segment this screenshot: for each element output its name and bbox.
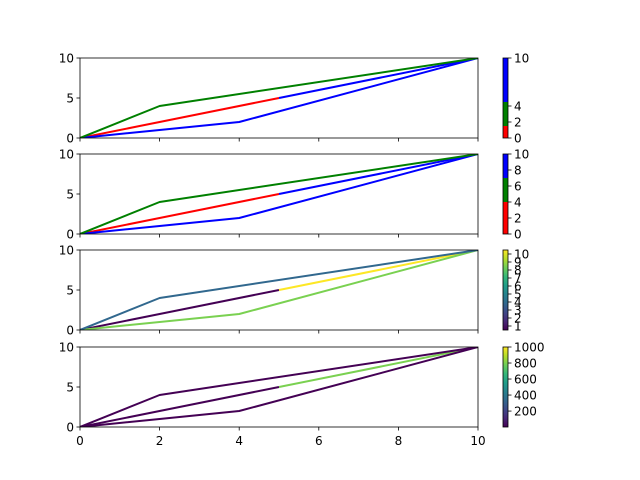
colorbar-tick-label: 10 bbox=[514, 247, 529, 261]
series-line-2 bbox=[278, 250, 478, 291]
colorbar-tick-label: 7 bbox=[514, 271, 522, 285]
series-line-3 bbox=[80, 58, 478, 138]
colorbar-tick-label: 2 bbox=[514, 211, 522, 225]
series-group bbox=[80, 58, 478, 138]
subplot-1: 0 5 10 0 2 4 10 bbox=[59, 51, 530, 145]
colorbar-segment-3 bbox=[503, 154, 508, 178]
colorbar-tick-label: 0 bbox=[514, 131, 522, 145]
colorbar-tick-label: 0 bbox=[514, 227, 522, 241]
colorbar-segment-2 bbox=[503, 102, 508, 126]
colorbar-fill bbox=[503, 250, 508, 330]
colorbar-tick-label: 8 bbox=[514, 263, 522, 277]
subplot-4: 0 5 10 0 2 4 6 8 10 200 400 600 800 1000 bbox=[59, 340, 545, 448]
series-line-3 bbox=[80, 250, 478, 330]
series-line-3 bbox=[80, 154, 478, 234]
y-tick-label: 5 bbox=[66, 91, 74, 105]
colorbar: 0 2 4 10 bbox=[502, 51, 529, 145]
y-tick-label: 10 bbox=[59, 243, 74, 257]
y-tick-label: 0 bbox=[66, 420, 74, 434]
colorbar: 200 400 600 800 1000 bbox=[502, 340, 545, 428]
x-tick-label: 2 bbox=[156, 434, 164, 448]
colorbar-segment-1 bbox=[503, 126, 508, 138]
y-tick-label: 0 bbox=[66, 227, 74, 241]
series-line-3 bbox=[80, 347, 478, 427]
x-tick-label: 0 bbox=[76, 434, 84, 448]
colorbar-segment-1 bbox=[503, 202, 508, 234]
series-group bbox=[80, 347, 478, 427]
colorbar-tick-label: 1 bbox=[514, 319, 522, 333]
colorbar-tick-label: 1000 bbox=[514, 340, 545, 354]
colorbar-tick-label: 9 bbox=[514, 255, 522, 269]
colorbar-tick-label: 10 bbox=[514, 51, 529, 65]
colorbar-segment-2 bbox=[503, 178, 508, 202]
x-tick-label: 6 bbox=[315, 434, 323, 448]
colorbar-tick-label: 600 bbox=[514, 372, 537, 386]
series-line-2 bbox=[278, 58, 478, 99]
y-tick-label: 5 bbox=[66, 187, 74, 201]
series-line-4 bbox=[80, 250, 478, 330]
x-tick-label: 10 bbox=[470, 434, 485, 448]
series-line-2 bbox=[278, 347, 478, 388]
x-tick-label: 8 bbox=[395, 434, 403, 448]
colorbar-tick-label: 4 bbox=[514, 195, 522, 209]
subplot-2: 0 5 10 0 2 4 6 8 10 bbox=[59, 147, 530, 241]
colorbar-tick-label: 6 bbox=[514, 179, 522, 193]
colorbar-tick-label: 3 bbox=[514, 303, 522, 317]
series-group bbox=[80, 250, 478, 330]
y-tick-label: 10 bbox=[59, 340, 74, 354]
colorbar-tick-label: 5 bbox=[514, 287, 522, 301]
colorbar-tick-label: 6 bbox=[514, 279, 522, 293]
colorbar-frame bbox=[502, 249, 509, 331]
y-tick-label: 5 bbox=[66, 283, 74, 297]
series-line-1 bbox=[80, 193, 280, 234]
colorbar-tick-label: 10 bbox=[514, 147, 529, 161]
y-tick-label: 5 bbox=[66, 380, 74, 394]
series-line-2 bbox=[278, 154, 478, 195]
y-tick-label: 0 bbox=[66, 131, 74, 145]
series-line-4 bbox=[80, 154, 478, 234]
y-tick-label: 0 bbox=[66, 323, 74, 337]
colorbar-tick-label: 2 bbox=[514, 115, 522, 129]
colorbar-frame bbox=[502, 153, 509, 235]
colorbar-tick-label: 2 bbox=[514, 311, 522, 325]
colorbar-tick-label: 400 bbox=[514, 388, 537, 402]
colorbar-tick-label: 200 bbox=[514, 404, 537, 418]
colorbar-segment-3 bbox=[503, 58, 508, 102]
colorbar-fill bbox=[503, 347, 508, 427]
colorbar-tick-label: 4 bbox=[514, 99, 522, 113]
colorbar-tick-label: 800 bbox=[514, 356, 537, 370]
x-tick-label: 4 bbox=[235, 434, 243, 448]
colorbar-tick-label: 4 bbox=[514, 295, 522, 309]
colorbar: 0 2 4 6 8 10 bbox=[502, 147, 529, 241]
colorbar-tick-label: 8 bbox=[514, 163, 522, 177]
series-group bbox=[80, 154, 478, 234]
series-line-1 bbox=[80, 386, 280, 427]
y-tick-label: 10 bbox=[59, 147, 74, 161]
series-line-1 bbox=[80, 289, 280, 330]
y-tick-label: 10 bbox=[59, 51, 74, 65]
series-line-4 bbox=[80, 58, 478, 138]
colorbar-frame bbox=[502, 57, 509, 139]
colorbar-frame bbox=[502, 346, 509, 428]
series-line-1 bbox=[80, 97, 280, 138]
series-line-4 bbox=[80, 347, 478, 427]
